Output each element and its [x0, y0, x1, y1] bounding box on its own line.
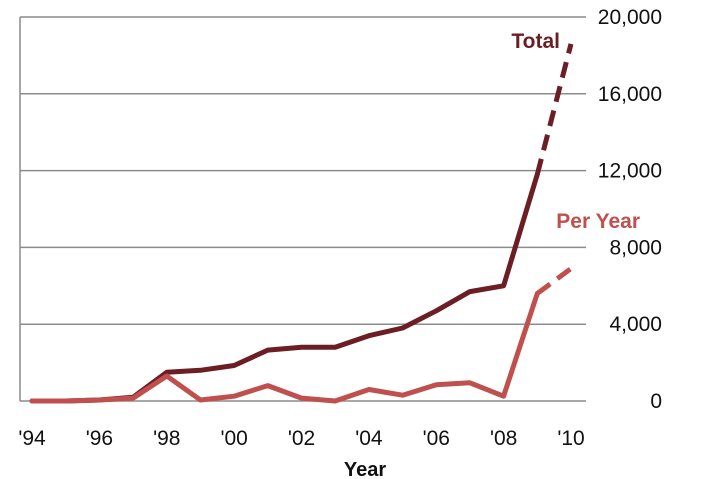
x-tick-label: '94 — [18, 427, 46, 450]
x-axis-ticks: '94 '96 '98 '00 '02 '04 '06 '08 '10 — [18, 427, 584, 450]
series-label-per-year: Per Year — [556, 210, 640, 233]
x-tick-label: '08 — [490, 427, 517, 450]
y-tick-label: 16,000 — [598, 83, 662, 106]
y-axis-ticks: 0 4,000 8,000 12,000 16,000 20,000 — [598, 6, 662, 413]
x-tick-label: '02 — [288, 427, 315, 450]
series-line-projected-total — [534, 43, 574, 176]
x-tick-label: '06 — [423, 427, 450, 450]
y-tick-label: 4,000 — [609, 313, 662, 336]
series-line-per-year — [29, 291, 540, 404]
x-tick-label: '10 — [557, 427, 584, 450]
x-axis-title: Year — [344, 459, 386, 479]
y-tick-label: 0 — [650, 390, 662, 413]
y-tick-label: 20,000 — [598, 6, 662, 29]
x-tick-label: '96 — [86, 427, 113, 450]
series-labels: Total Per Year — [511, 30, 640, 233]
series-line-total — [29, 171, 540, 404]
y-tick-label: 12,000 — [598, 160, 662, 183]
x-tick-label: '98 — [153, 427, 180, 450]
gridlines — [19, 16, 586, 402]
x-tick-label: '04 — [355, 427, 383, 450]
series-line-projected-per-year — [535, 266, 573, 296]
series-label-total: Total — [511, 30, 560, 53]
x-tick-label: '00 — [220, 427, 247, 450]
y-tick-label: 8,000 — [609, 236, 662, 259]
series-lines — [29, 43, 574, 404]
